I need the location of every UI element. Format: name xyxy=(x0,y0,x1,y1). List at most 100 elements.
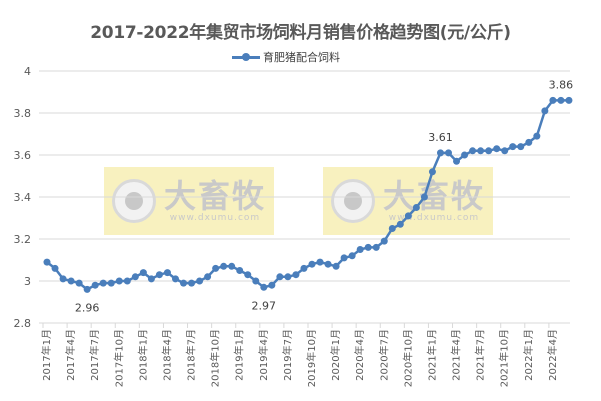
data-point xyxy=(284,273,292,281)
x-tick-label: 2021年7月 xyxy=(474,329,487,381)
x-tick-label: 2021年1月 xyxy=(425,329,438,381)
data-labels: 2.96 2.97 3.61 3.86 xyxy=(75,78,573,314)
data-point xyxy=(51,264,59,272)
data-point xyxy=(533,132,541,140)
x-tick-label: 2020年1月 xyxy=(329,329,342,381)
data-point xyxy=(485,147,493,155)
data-label: 3.61 xyxy=(428,131,453,144)
y-tick-label: 3.6 xyxy=(14,149,32,162)
x-tick-label: 2019年4月 xyxy=(257,329,270,381)
data-point xyxy=(557,96,565,104)
x-tick-label: 2018年10月 xyxy=(209,329,222,387)
data-point xyxy=(236,267,244,274)
x-tick-label: 2017年7月 xyxy=(88,329,101,381)
x-tick-label: 2019年1月 xyxy=(233,329,246,381)
data-point xyxy=(107,279,115,287)
x-tick-label: 2022年4月 xyxy=(546,329,559,381)
data-point xyxy=(139,269,147,277)
data-point xyxy=(501,147,509,155)
x-tick-label: 2020年10月 xyxy=(401,329,414,387)
legend-line-marker-icon xyxy=(232,50,260,64)
x-tick-label: 2020年4月 xyxy=(353,329,366,381)
data-point xyxy=(268,281,276,289)
data-point xyxy=(59,275,67,283)
data-point xyxy=(541,107,549,115)
x-tick-label: 2018年4月 xyxy=(160,329,173,381)
data-point xyxy=(147,275,155,283)
data-point xyxy=(244,271,252,279)
chart-title: 2017-2022年集贸市场饲料月销售价格趋势图(元/公斤) xyxy=(90,23,511,43)
legend: 育肥猪配合饲料 xyxy=(232,49,340,65)
y-tick-label: 3.2 xyxy=(14,233,32,246)
data-point xyxy=(461,151,469,159)
data-point xyxy=(469,147,477,155)
x-tick-label: 2017年1月 xyxy=(40,329,53,381)
x-tick-label: 2018年7月 xyxy=(185,329,198,381)
data-point xyxy=(396,220,404,228)
x-tick-label: 2018年1月 xyxy=(136,329,149,381)
data-point xyxy=(348,252,356,260)
data-point xyxy=(276,273,284,281)
data-point xyxy=(171,275,179,283)
data-point xyxy=(163,269,171,277)
watermark-url: www.dxumu.com xyxy=(169,213,261,223)
data-point xyxy=(67,277,75,285)
data-point xyxy=(131,273,139,281)
gridlines xyxy=(39,70,570,324)
data-point xyxy=(525,138,533,146)
data-point xyxy=(99,279,107,287)
y-tick-label: 3.4 xyxy=(14,191,32,204)
data-point xyxy=(404,212,412,220)
x-tick-label: 2017年10月 xyxy=(112,329,125,387)
y-tick-label: 2.8 xyxy=(14,317,32,330)
watermark-url: www.dxumu.com xyxy=(388,213,480,223)
y-tick-label: 4 xyxy=(24,65,31,78)
data-point xyxy=(220,262,228,270)
data-point xyxy=(212,264,220,272)
data-point xyxy=(372,243,380,251)
data-point xyxy=(517,143,525,151)
data-label: 3.86 xyxy=(549,78,574,91)
y-axis: 2.8 3 3.2 3.4 3.6 3.8 4 xyxy=(14,65,32,330)
x-tick-label: 2020年7月 xyxy=(377,329,390,381)
data-point xyxy=(123,277,131,285)
data-point xyxy=(509,143,517,151)
x-tick-label: 2019年10月 xyxy=(305,329,318,387)
data-point xyxy=(188,279,196,287)
data-point xyxy=(115,277,123,285)
data-point xyxy=(428,168,436,176)
data-point xyxy=(300,264,308,272)
x-tick-label: 2021年4月 xyxy=(450,329,463,381)
data-point xyxy=(549,96,557,104)
data-point xyxy=(412,204,420,211)
data-point xyxy=(332,262,340,270)
data-point xyxy=(364,243,372,251)
data-point xyxy=(292,271,300,279)
data-point xyxy=(155,271,163,279)
data-point xyxy=(493,145,501,153)
data-point xyxy=(340,254,348,262)
x-tick-label: 2019年7月 xyxy=(281,329,294,381)
data-point xyxy=(324,260,332,268)
y-tick-label: 3 xyxy=(24,275,31,288)
legend-label: 育肥猪配合饲料 xyxy=(263,51,340,64)
data-point xyxy=(83,285,91,293)
data-point xyxy=(204,273,212,281)
x-tick-label: 2017年4月 xyxy=(64,329,77,381)
data-point xyxy=(420,193,428,201)
data-point xyxy=(436,149,444,157)
data-point xyxy=(252,277,260,285)
x-tick-label: 2022年1月 xyxy=(522,329,535,381)
watermark-left: 大畜牧 www.dxumu.com xyxy=(104,167,274,235)
data-point xyxy=(445,149,452,157)
data-point xyxy=(565,96,573,104)
data-point xyxy=(43,258,51,266)
x-tick-label: 2021年10月 xyxy=(498,329,511,387)
watermark-brand: 大畜牧 xyxy=(163,177,266,215)
data-point xyxy=(91,281,99,289)
data-point xyxy=(477,147,485,155)
data-point xyxy=(453,157,461,165)
data-label: 2.96 xyxy=(75,301,100,314)
data-point xyxy=(180,279,188,287)
